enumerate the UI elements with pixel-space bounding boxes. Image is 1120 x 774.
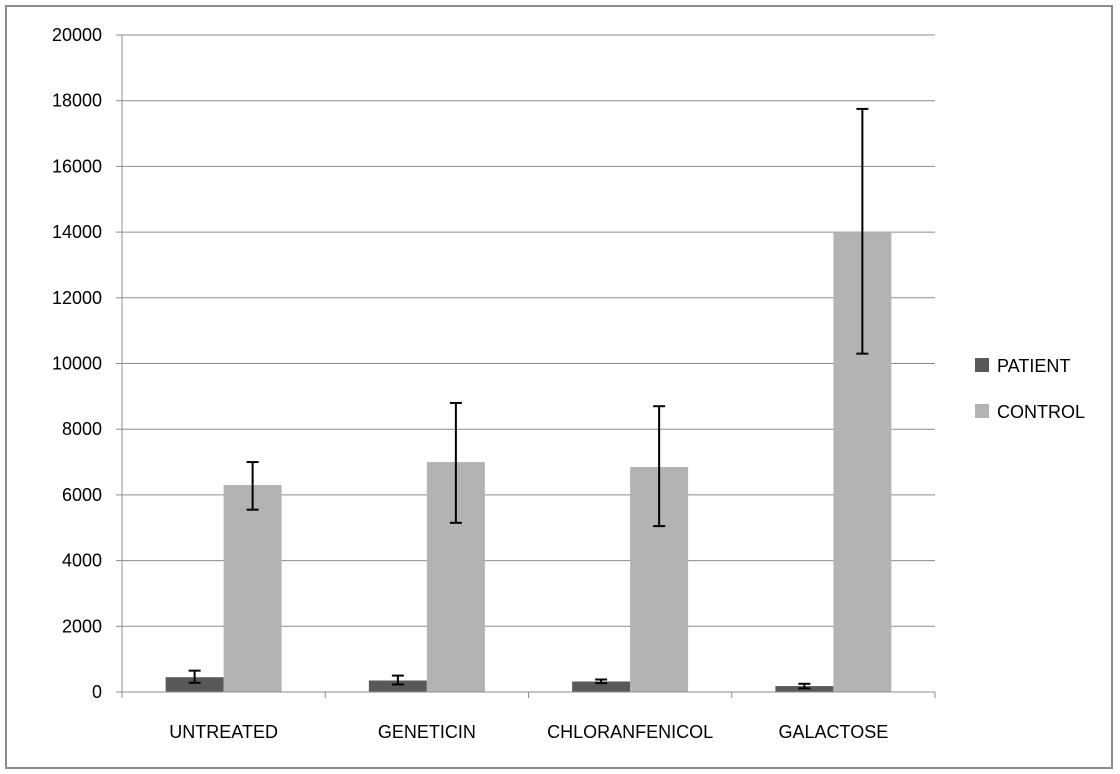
legend-swatch-patient bbox=[975, 358, 989, 372]
bars bbox=[165, 232, 892, 692]
x-category-label: CHLORANFENICOL bbox=[547, 722, 713, 742]
bar-patient-untreated bbox=[165, 677, 224, 692]
bar-patient-chloranfenicol bbox=[572, 681, 631, 692]
y-tick-label: 18000 bbox=[52, 91, 102, 111]
y-tick-label: 20000 bbox=[52, 25, 102, 45]
legend: PATIENT CONTROL bbox=[975, 356, 1085, 422]
y-tick-label: 4000 bbox=[62, 551, 102, 571]
y-tick-label: 16000 bbox=[52, 156, 102, 176]
y-tick-label: 14000 bbox=[52, 222, 102, 242]
chart-frame bbox=[5, 5, 1113, 769]
legend-swatch-control bbox=[975, 404, 989, 418]
y-tick-label: 0 bbox=[92, 682, 102, 702]
y-tick-label: 2000 bbox=[62, 616, 102, 636]
x-category-label: UNTREATED bbox=[169, 722, 278, 742]
x-category-label: GALACTOSE bbox=[779, 722, 889, 742]
x-axis: UNTREATED GENETICIN CHLORANFENICOL GALACTOS… bbox=[121, 691, 936, 742]
x-category-label: GENETICIN bbox=[378, 722, 476, 742]
error-bars bbox=[188, 107, 869, 690]
bar-patient-geneticin bbox=[368, 680, 427, 692]
y-axis: 0 2000 4000 6000 8000 10000 12000 14000 16000 180… bbox=[52, 25, 123, 702]
y-tick-label: 8000 bbox=[62, 419, 102, 439]
legend-label-control: CONTROL bbox=[997, 402, 1085, 422]
y-tick-label: 6000 bbox=[62, 485, 102, 505]
y-tick-label: 10000 bbox=[52, 354, 102, 374]
y-tick-label: 12000 bbox=[52, 288, 102, 308]
bar-control-untreated bbox=[223, 485, 282, 692]
legend-label-patient: PATIENT bbox=[997, 356, 1070, 376]
